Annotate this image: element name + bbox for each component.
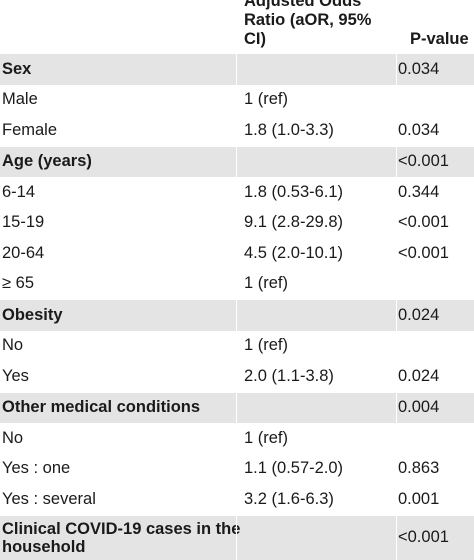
row-label: ≥ 65 xyxy=(2,274,34,293)
column-divider xyxy=(396,54,397,85)
table-row: Yes 2.0 (1.1-3.8) 0.024 xyxy=(0,361,474,392)
table-row: 20-64 4.5 (2.0-10.1) <0.001 xyxy=(0,238,474,269)
row-aor: 4.5 (2.0-10.1) xyxy=(244,243,344,262)
column-divider xyxy=(236,392,237,423)
row-aor xyxy=(244,147,394,178)
table-row: Yes : several 3.2 (1.6-6.3) 0.001 xyxy=(0,484,474,515)
table-body: Sex 0.034 Male 1 (ref) Female 1.8 (1.0-3.3) 0.… xyxy=(0,53,474,560)
row-label: Yes : several xyxy=(2,489,96,508)
row-p-value: 0.024 xyxy=(398,366,440,385)
row-aor: 1 (ref) xyxy=(244,428,289,447)
row-aor xyxy=(244,300,394,331)
row-label: 6-14 xyxy=(2,182,36,201)
row-p-value xyxy=(398,85,474,116)
row-label: Sex xyxy=(2,59,32,78)
column-divider xyxy=(396,515,397,560)
row-aor xyxy=(244,393,394,424)
column-divider xyxy=(396,300,397,331)
row-label: 15-19 xyxy=(2,213,45,232)
row-aor: 1.8 (0.53-6.1) xyxy=(244,182,344,201)
row-p-value: 0.004 xyxy=(398,398,440,417)
column-divider xyxy=(396,146,397,177)
header-p-value: P-value xyxy=(410,30,469,48)
table-header-row: Adjusted Odds Ratio (aOR, 95% CI) P-valu… xyxy=(0,0,474,53)
row-p-value: 0.344 xyxy=(398,182,440,201)
section-row: Sex 0.034 xyxy=(0,53,474,85)
column-divider xyxy=(236,515,237,560)
row-p-value xyxy=(398,331,474,362)
row-aor xyxy=(244,54,394,85)
row-label: Male xyxy=(2,90,38,109)
row-aor: 3.2 (1.6-6.3) xyxy=(244,489,334,508)
section-row: Age (years) <0.001 xyxy=(0,145,474,178)
row-p-value: <0.001 xyxy=(398,243,449,262)
row-aor: 1.8 (1.0-3.3) xyxy=(244,120,334,139)
row-p-value: 0.001 xyxy=(398,489,440,508)
row-label: Female xyxy=(2,120,58,139)
row-p-value: <0.001 xyxy=(398,528,449,546)
table-row: No 1 (ref) xyxy=(0,331,474,362)
table-row: 15-19 9.1 (2.8-29.8) <0.001 xyxy=(0,208,474,239)
column-divider xyxy=(236,146,237,177)
table-row: Male 1 (ref) xyxy=(0,85,474,116)
row-p-value: 0.024 xyxy=(398,305,440,324)
column-divider xyxy=(236,300,237,331)
section-row: Other medical conditions 0.004 xyxy=(0,391,474,424)
row-p-value: 0.863 xyxy=(398,459,440,478)
row-p-value: <0.001 xyxy=(398,152,449,171)
row-aor: 1 (ref) xyxy=(244,274,289,293)
table-row: Yes : one 1.1 (0.57-2.0) 0.863 xyxy=(0,454,474,485)
row-label: No xyxy=(2,428,24,447)
row-aor xyxy=(244,516,394,560)
row-aor: 9.1 (2.8-29.8) xyxy=(244,213,344,232)
row-p-value: 0.034 xyxy=(398,120,440,139)
row-label: 20-64 xyxy=(2,243,45,262)
section-row: Clinical COVID-19 cases in the household… xyxy=(0,514,474,560)
table-row: No 1 (ref) xyxy=(0,423,474,454)
row-label: Other medical conditions xyxy=(2,398,201,417)
row-label: Obesity xyxy=(2,305,63,324)
row-label: No xyxy=(2,336,24,355)
row-aor: 1.1 (0.57-2.0) xyxy=(244,459,344,478)
row-label: Age (years) xyxy=(2,152,92,171)
header-variable xyxy=(2,0,232,53)
row-aor: 1 (ref) xyxy=(244,336,289,355)
column-divider xyxy=(236,54,237,85)
table-row: 6-14 1.8 (0.53-6.1) 0.344 xyxy=(0,177,474,208)
section-row: Obesity 0.024 xyxy=(0,299,474,331)
row-p-value xyxy=(398,423,474,454)
column-divider xyxy=(396,392,397,423)
row-p-value xyxy=(398,269,474,300)
row-label: Yes : one xyxy=(2,459,71,478)
row-aor: 1 (ref) xyxy=(244,90,289,109)
row-label: Yes xyxy=(2,366,29,385)
row-p-value: <0.001 xyxy=(398,213,449,232)
table-row: ≥ 65 1 (ref) xyxy=(0,269,474,300)
header-aor: Adjusted Odds Ratio (aOR, 95% CI) xyxy=(244,0,372,48)
row-label: Clinical COVID-19 cases in the household xyxy=(2,519,241,556)
row-aor: 2.0 (1.1-3.8) xyxy=(244,366,334,385)
table-row: Female 1.8 (1.0-3.3) 0.034 xyxy=(0,115,474,146)
row-p-value: 0.034 xyxy=(398,59,440,78)
